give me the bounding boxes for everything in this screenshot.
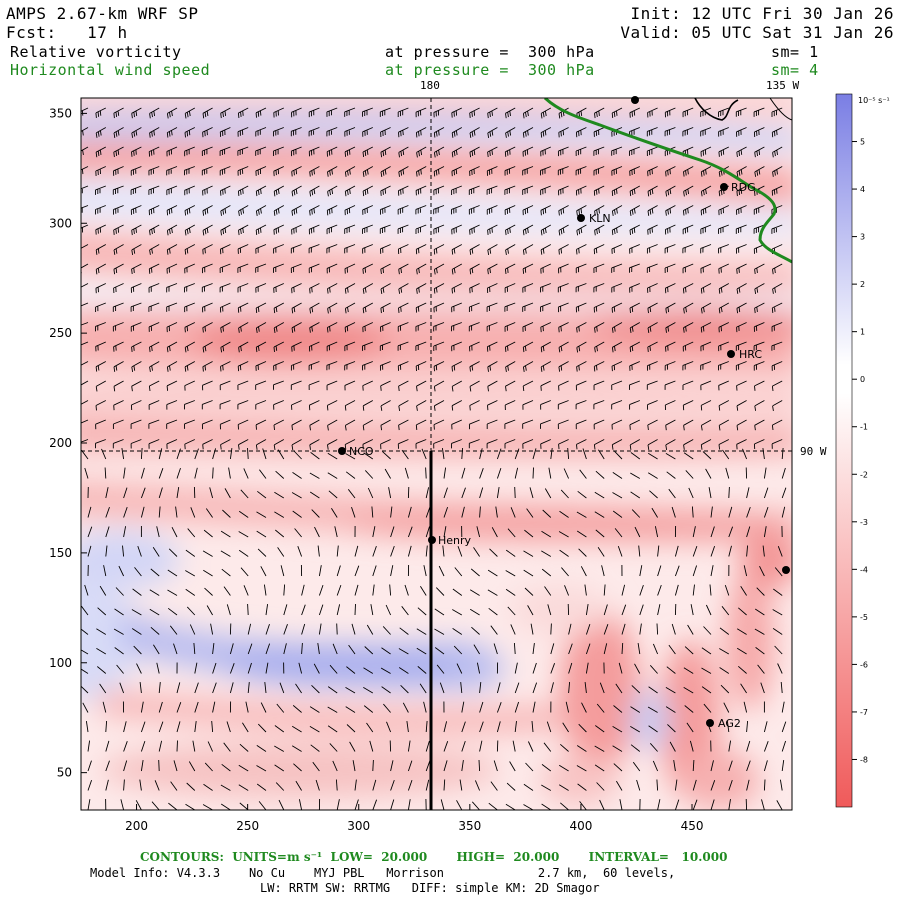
init-time: Init: 12 UTC Fri 30 Jan 26 xyxy=(630,4,894,23)
coastline xyxy=(543,98,792,264)
ice-shelf-outline xyxy=(694,98,739,121)
colorbar-label: 5 xyxy=(860,138,865,147)
station-kln: KLN xyxy=(577,212,611,225)
svg-text:Henry: Henry xyxy=(438,534,472,547)
svg-text:10⁻⁵ s⁻¹: 10⁻⁵ s⁻¹ xyxy=(858,96,890,105)
y-tick-label: 350 xyxy=(49,106,72,120)
x-tick-label: 450 xyxy=(681,819,704,833)
x-tick-label: 200 xyxy=(125,819,148,833)
y-axis: 350 300 250 200 150 100 50 xyxy=(49,106,87,780)
station-hrc: HRC xyxy=(727,348,762,361)
colorbar: 10⁻⁵ s⁻¹ 5 4 3 2 1 0 -1 -2 -3 -4 -5 -6 -7 -8 xyxy=(835,93,890,808)
field2-name: Horizontal wind speed xyxy=(10,61,211,79)
field2-level: at pressure = 300 hPa xyxy=(385,61,595,79)
plot-frame xyxy=(80,97,793,811)
x-tick-label: 250 xyxy=(236,819,259,833)
y-tick-label: 150 xyxy=(49,546,72,560)
svg-text:KLN: KLN xyxy=(589,212,611,225)
model-title: AMPS 2.67-km WRF SP xyxy=(6,4,199,23)
colorbar-label: 3 xyxy=(860,233,865,242)
wind-barbs xyxy=(81,107,787,810)
field1-smoothing: sm= 1 xyxy=(771,43,819,61)
contour-info: CONTOURS: UNITS=m s⁻¹ LOW= 20.000 HIGH= … xyxy=(140,850,728,864)
colorbar-label: 2 xyxy=(860,280,865,289)
svg-text:RDG: RDG xyxy=(731,181,756,194)
x-tick-label: 350 xyxy=(458,819,481,833)
y-tick-label: 50 xyxy=(57,766,72,780)
x-tick-label: 300 xyxy=(347,819,370,833)
colorbar-label: 4 xyxy=(860,185,865,194)
field1-level: at pressure = 300 hPa xyxy=(385,43,595,61)
svg-text:HRC: HRC xyxy=(739,348,762,361)
y-tick-label: 100 xyxy=(49,656,72,670)
colorbar-label: -7 xyxy=(860,708,868,717)
colorbar-label: 1 xyxy=(860,328,865,337)
wind-barb-paths xyxy=(81,107,787,810)
field2-smoothing: sm= 4 xyxy=(771,61,819,79)
colorbar-label: -6 xyxy=(860,660,868,669)
y-tick-label: 250 xyxy=(49,326,72,340)
station-unnamed-right xyxy=(782,566,790,574)
colorbar-label: -5 xyxy=(860,613,868,622)
lat-label-90w: 90 W xyxy=(800,445,827,458)
field1-name: Relative vorticity xyxy=(10,43,182,61)
x-tick-label: 400 xyxy=(569,819,592,833)
stations: KLN RDG HRC NCO Henry AG2 xyxy=(338,96,790,730)
station-ag2: AG2 xyxy=(706,717,741,730)
y-tick-label: 200 xyxy=(49,436,72,450)
svg-text:NCO: NCO xyxy=(349,445,374,458)
physics-info: LW: RRTM SW: RRTMG DIFF: simple KM: 2D S… xyxy=(260,881,600,895)
forecast-hour: Fcst: 17 h xyxy=(6,23,128,42)
station-rdg: RDG xyxy=(720,181,756,194)
colorbar-label: 0 xyxy=(860,375,865,384)
lon-label-180: 180 xyxy=(420,79,440,92)
vorticity-field xyxy=(81,98,792,810)
colorbar-label: -1 xyxy=(860,423,868,432)
station-nco: NCO xyxy=(338,445,374,458)
model-info: Model Info: V4.3.3 No Cu MYJ PBL Morriso… xyxy=(90,866,676,880)
svg-text:AG2: AG2 xyxy=(718,717,741,730)
colorbar-label: -8 xyxy=(860,755,868,764)
colorbar-label: -2 xyxy=(860,470,868,479)
y-tick-label: 300 xyxy=(49,216,72,230)
lon-label-135w: 135 W xyxy=(766,79,800,92)
x-axis: 200 250 300 350 400 450 xyxy=(125,804,703,833)
station-unnamed-top xyxy=(631,96,639,104)
colorbar-label: -3 xyxy=(860,518,868,527)
colorbar-label: -4 xyxy=(860,565,868,574)
valid-time: Valid: 05 UTC Sat 31 Jan 26 xyxy=(620,23,894,42)
station-henry: Henry xyxy=(428,534,472,547)
